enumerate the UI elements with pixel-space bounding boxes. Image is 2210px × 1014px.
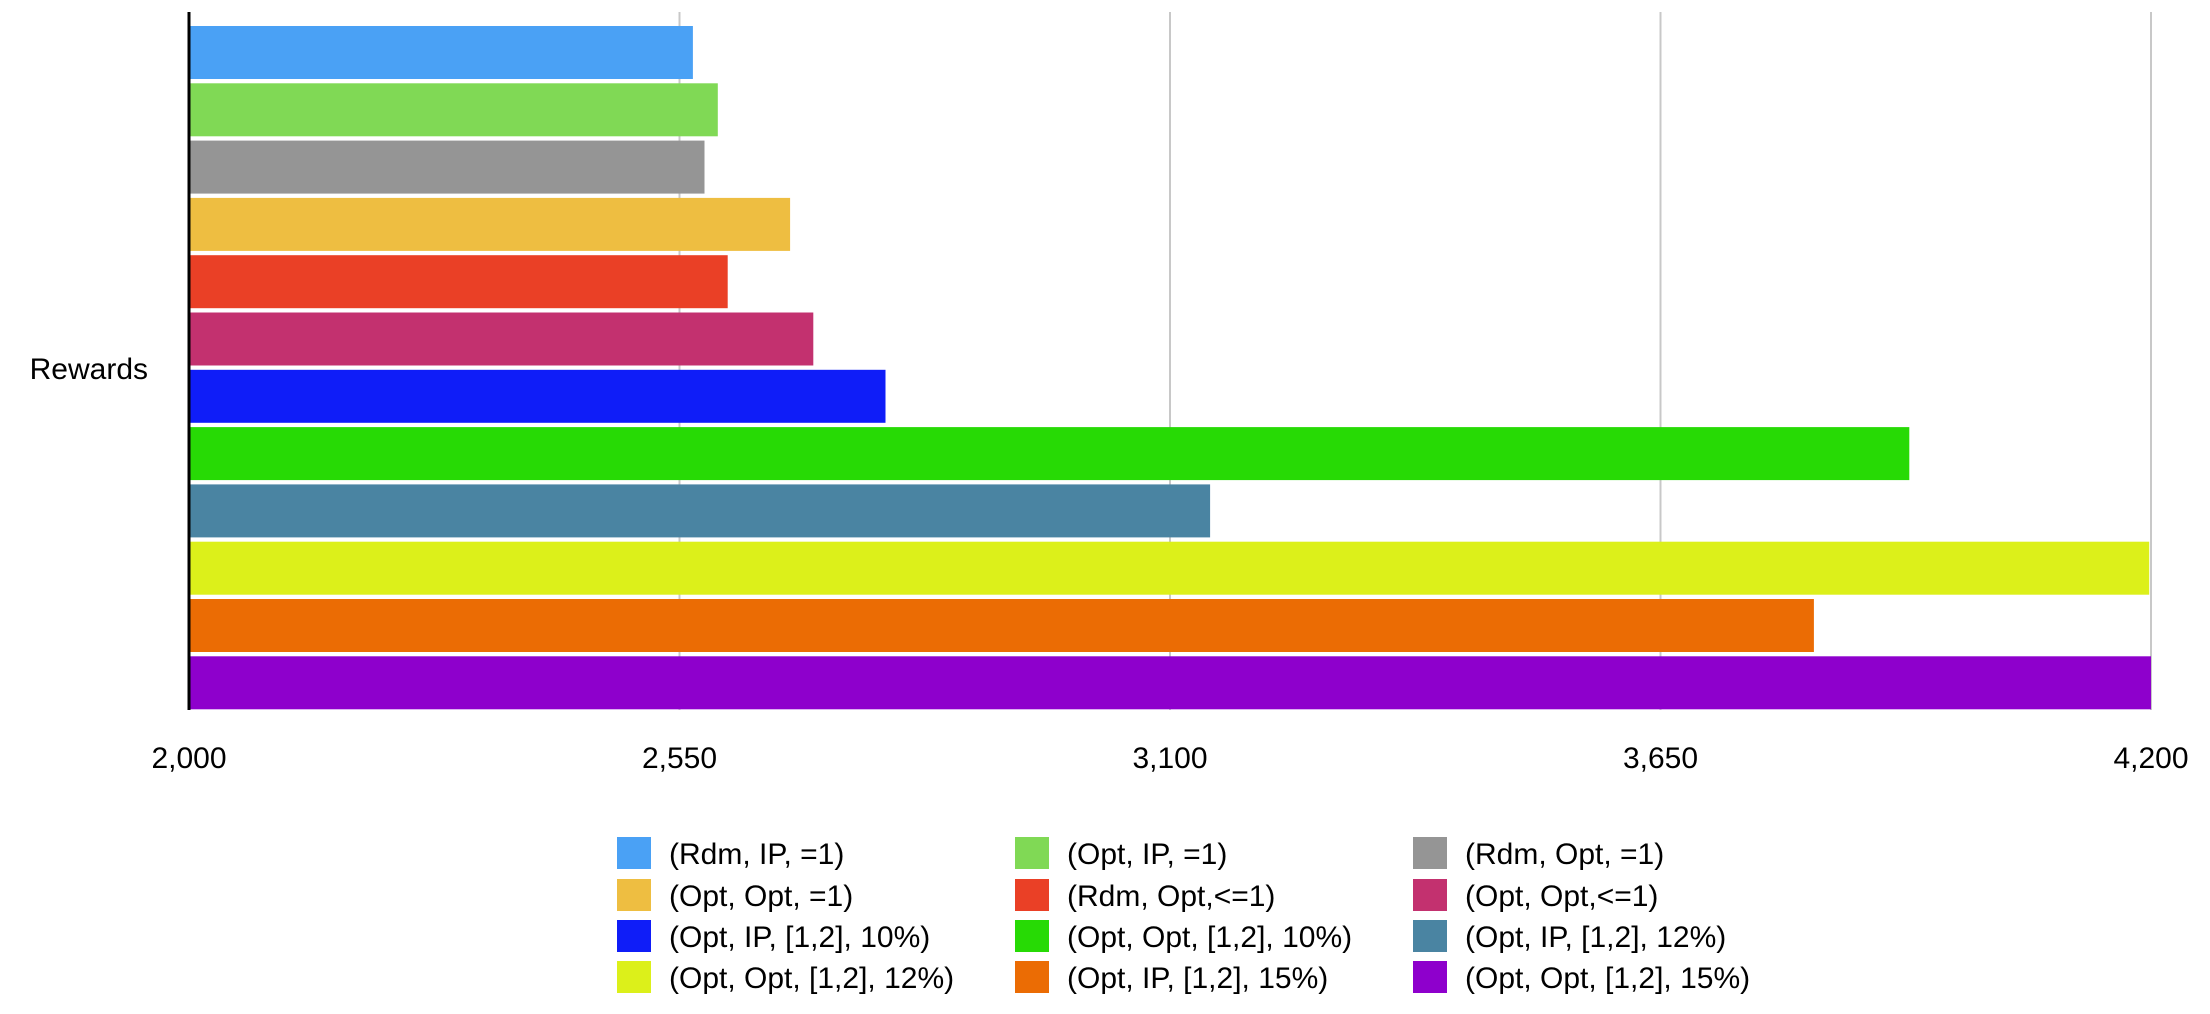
legend-swatch [617, 961, 651, 993]
bar [189, 484, 1211, 538]
legend-swatch [1413, 961, 1447, 993]
bar [189, 599, 1814, 652]
legend-swatch [1413, 879, 1447, 911]
x-tick-label: 2,000 [151, 742, 226, 775]
legend-label: (Rdm, Opt,<=1) [1067, 880, 1275, 913]
legend-label: (Opt, Opt, [1,2], 10%) [1067, 921, 1352, 954]
legend-label: (Opt, IP, [1,2], 12%) [1465, 921, 1726, 954]
x-axis-tick-labels: 2,000 2,550 3,100 3,650 4,200 [151, 742, 2188, 775]
legend-label: (Opt, Opt, [1,2], 15%) [1465, 962, 1750, 995]
legend-swatch [617, 920, 651, 952]
bar [189, 312, 814, 366]
legend-swatch [1015, 837, 1049, 869]
legend-swatch [1015, 961, 1049, 993]
bar [189, 427, 1910, 481]
bars [189, 26, 2151, 710]
bar [189, 140, 705, 194]
x-tick-label: 3,100 [1132, 742, 1207, 775]
bar [189, 369, 886, 423]
legend-swatch [1413, 837, 1447, 869]
bar [189, 255, 728, 309]
legend-label: (Opt, IP, [1,2], 15%) [1067, 962, 1328, 995]
legend-label: (Opt, Opt, =1) [669, 880, 853, 913]
legend-swatch [1015, 920, 1049, 952]
x-tick-label: 3,650 [1623, 742, 1698, 775]
bar [189, 26, 693, 79]
legend-swatch [1413, 920, 1447, 952]
bar [189, 83, 718, 137]
legend-label: (Opt, IP, [1,2], 10%) [669, 921, 930, 954]
bar [189, 541, 2150, 595]
legend-swatch [617, 837, 651, 869]
legend-label: (Opt, Opt, [1,2], 12%) [669, 962, 954, 995]
category-label: Rewards [30, 353, 148, 386]
legend: (Rdm, IP, =1) (Opt, IP, =1) (Rdm, Opt, =1)… [617, 837, 1750, 995]
legend-label: (Rdm, IP, =1) [669, 838, 844, 871]
legend-label: (Opt, IP, =1) [1067, 838, 1227, 871]
legend-swatch [617, 879, 651, 911]
legend-swatch [1015, 879, 1049, 911]
legend-label: (Opt, Opt,<=1) [1465, 880, 1658, 913]
x-tick-label: 2,550 [642, 742, 717, 775]
x-tick-label: 4,200 [2113, 742, 2188, 775]
legend-label: (Rdm, Opt, =1) [1465, 838, 1664, 871]
bar [189, 656, 2151, 710]
bar [189, 197, 791, 251]
